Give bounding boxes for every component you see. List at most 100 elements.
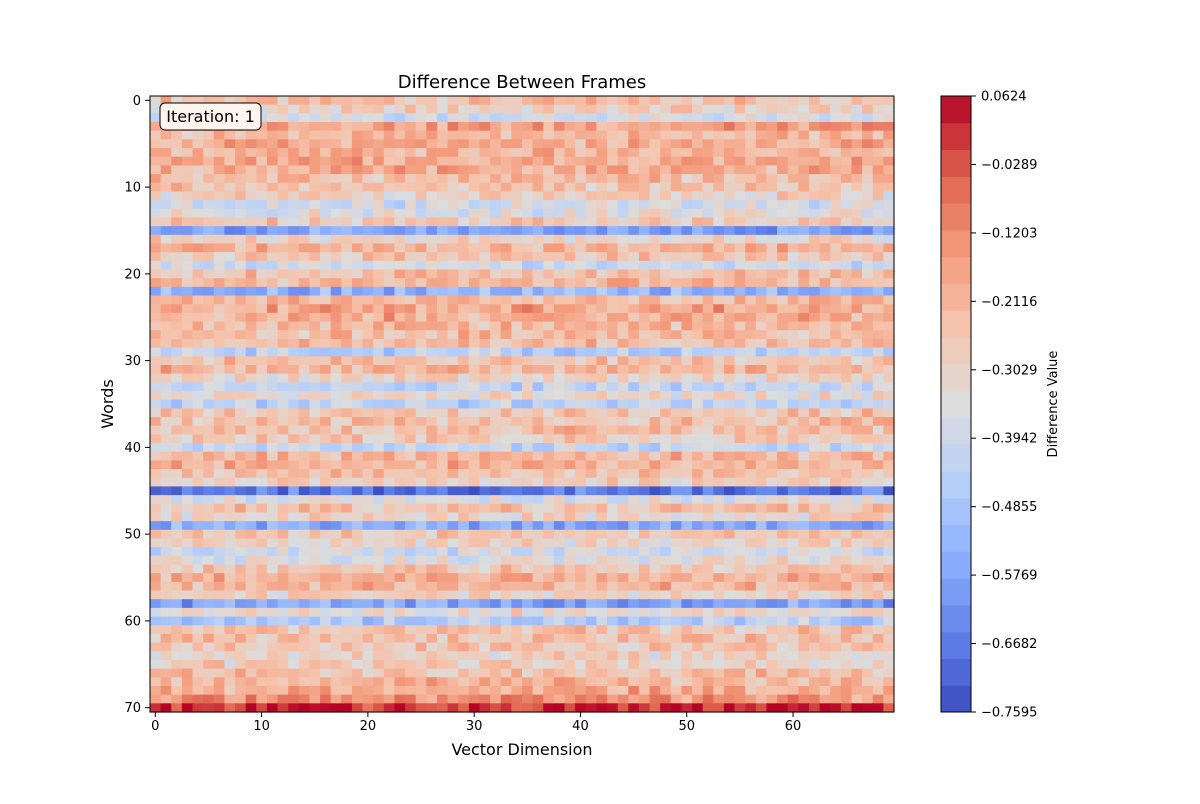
heatmap-cell [267,521,278,530]
heatmap-cell [777,243,788,252]
heatmap-cell [533,304,544,313]
heatmap-cell [756,669,767,678]
heatmap-cell [320,547,331,556]
heatmap-cell [373,495,384,504]
heatmap-cell [479,235,490,244]
heatmap-cell [575,556,586,565]
heatmap-cell [660,443,671,452]
heatmap-cell [575,252,586,261]
heatmap-cell [214,573,225,582]
heatmap-cell [650,391,661,400]
heatmap-cell [820,131,831,140]
heatmap-cell [352,165,363,174]
heatmap-cell [766,287,777,296]
heatmap-cell [565,322,576,331]
heatmap-cell [203,330,214,339]
heatmap-cell [224,512,235,521]
heatmap-cell [596,512,607,521]
heatmap-cell [384,226,395,235]
heatmap-cell [469,348,480,357]
heatmap-cell [511,374,522,383]
heatmap-cell [150,217,161,226]
heatmap-cell [267,660,278,669]
heatmap-cell [416,113,427,122]
heatmap-cell [405,486,416,495]
heatmap-cell [437,131,448,140]
heatmap-cell [575,538,586,547]
heatmap-cell [426,382,437,391]
heatmap-cell [309,617,320,626]
heatmap-cell [161,452,172,461]
heatmap-cell [299,634,310,643]
heatmap-cell [363,400,374,409]
heatmap-cell [267,209,278,218]
heatmap-cell [373,200,384,209]
heatmap-cell [373,573,384,582]
heatmap-cell [628,573,639,582]
heatmap-cell [448,495,459,504]
heatmap-cell [278,365,289,374]
heatmap-cell [490,157,501,166]
x-axis-label: Vector Dimension [451,740,592,759]
heatmap-cell [607,538,618,547]
heatmap-cell [299,608,310,617]
heatmap-cell [288,434,299,443]
heatmap-cell [214,530,225,539]
heatmap-cell [288,478,299,487]
heatmap-cell [713,452,724,461]
heatmap-cell [681,270,692,279]
heatmap-cell [490,643,501,652]
heatmap-cell [565,304,576,313]
heatmap-cell [405,408,416,417]
heatmap-cell [193,660,204,669]
heatmap-cell [830,322,841,331]
heatmap-cell [841,530,852,539]
heatmap-cell [628,200,639,209]
heatmap-cell [426,374,437,383]
heatmap-cell [851,565,862,574]
heatmap-cell [246,322,257,331]
heatmap-cell [777,651,788,660]
heatmap-cell [171,322,182,331]
heatmap-cell [735,591,746,600]
heatmap-cell [458,408,469,417]
heatmap-cell [171,252,182,261]
heatmap-cell [373,330,384,339]
heatmap-cell [724,105,735,114]
heatmap-cell [171,131,182,140]
heatmap-cell [703,209,714,218]
heatmap-cell [660,148,671,157]
heatmap-cell [650,495,661,504]
heatmap-cell [246,669,257,678]
heatmap-cell [246,486,257,495]
heatmap-cell [766,417,777,426]
heatmap-cell [543,591,554,600]
heatmap-cell [373,669,384,678]
heatmap-cell [671,443,682,452]
heatmap-cell [479,148,490,157]
heatmap-cell [224,434,235,443]
heatmap-cell [607,651,618,660]
heatmap-cell [724,261,735,270]
heatmap-cell [862,191,873,200]
heatmap-cell [820,573,831,582]
heatmap-cell [384,669,395,678]
heatmap-cell [841,261,852,270]
heatmap-cell [501,243,512,252]
heatmap-cell [586,608,597,617]
heatmap-cell [479,478,490,487]
heatmap-cell [533,443,544,452]
heatmap-cell [458,486,469,495]
heatmap-cell [150,200,161,209]
heatmap-cell [384,174,395,183]
heatmap-cell [745,677,756,686]
heatmap-cell [394,356,405,365]
heatmap-cell [469,322,480,331]
heatmap-cell [363,122,374,131]
heatmap-cell [416,226,427,235]
heatmap-cell [235,608,246,617]
heatmap-cell [469,139,480,148]
heatmap-cell [479,226,490,235]
heatmap-cell [777,270,788,279]
heatmap-cell [224,148,235,157]
